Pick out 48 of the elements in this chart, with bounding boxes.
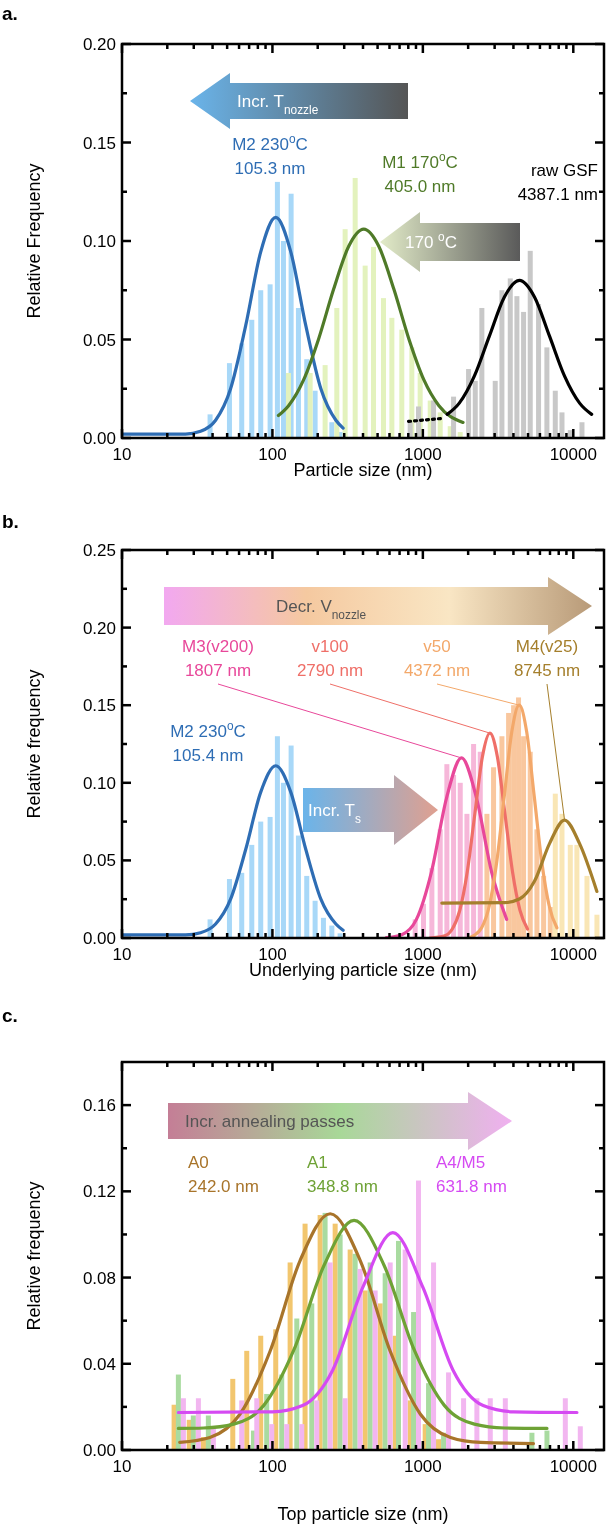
- text: v100 2790 nm: [296, 637, 364, 680]
- y-tick-label: 0.15: [82, 696, 116, 716]
- chart-title: a.: [2, 3, 18, 24]
- y-tick-label: 0.20: [82, 35, 116, 54]
- text: A0 242.0 nm: [188, 1153, 259, 1196]
- x-tick-label: 100: [258, 445, 287, 464]
- series-label: A1 348.8 nm: [307, 1153, 378, 1196]
- y-axis-title: Relative Frequency: [24, 163, 44, 319]
- x-tick-label: 10000: [549, 945, 597, 964]
- y-tick-label: 0.05: [82, 330, 116, 350]
- y-tick-label: 0.00: [82, 1441, 116, 1460]
- x-tick-label: 10000: [549, 445, 597, 464]
- text: v50 4372 nm: [403, 637, 471, 680]
- x-axis-title: Top particle size (nm): [277, 1504, 449, 1524]
- y-tick-label: 0.25: [82, 541, 116, 560]
- series-label: M2 230$^{o}$C 105.4 nm: [170, 719, 246, 765]
- chart-title: b.: [2, 511, 19, 532]
- y-axis-title: Relative frequency: [24, 1181, 44, 1331]
- chart-title: c.: [2, 1005, 18, 1026]
- y-tick-label: 0.10: [82, 773, 116, 793]
- annotation: 170 $^{o}$C: [405, 230, 457, 252]
- y-tick-label: 0.00: [82, 929, 116, 948]
- y-tick-label: 0.10: [82, 232, 116, 251]
- x-tick-label: 100: [258, 1457, 287, 1476]
- annotation: Incr. annealing passes: [185, 1112, 355, 1131]
- text: A4/M5 631.8 nm: [436, 1153, 507, 1196]
- text: M2 230$^{o}$C 105.3 nm: [232, 132, 308, 178]
- annotation: Decr. V$_{nozzle}$: [276, 597, 367, 622]
- y-tick-label: 0.20: [82, 618, 116, 638]
- y-axis-title: Relative frequency: [24, 669, 44, 819]
- y-tick-label: 0.12: [82, 1182, 116, 1202]
- y-tick-label: 0.08: [82, 1268, 116, 1288]
- text: M1 170$^{o}$C 405.0 nm: [382, 150, 458, 196]
- y-tick-label: 0.04: [82, 1354, 116, 1374]
- text: M3(v200) 1807 nm: [182, 637, 254, 680]
- y-tick-label: 0.00: [82, 429, 116, 448]
- annotation: Incr. T$_{s}$: [308, 801, 361, 826]
- y-tick-label: 0.16: [82, 1096, 116, 1116]
- y-tick-label: 0.05: [82, 851, 116, 871]
- x-tick-label: 1000: [403, 1457, 442, 1476]
- legend-label: raw GSF 4387.1 nm: [517, 161, 598, 204]
- x-tick-label: 10: [112, 445, 132, 464]
- x-tick-label: 10: [112, 1457, 132, 1476]
- x-tick-label: 10: [112, 945, 132, 964]
- text: M4(v25) 8745 nm: [513, 637, 581, 680]
- y-tick-label: 0.15: [82, 133, 116, 153]
- annotation: Incr. T$_{nozzle}$: [237, 92, 319, 117]
- x-tick-label: 10000: [549, 1457, 597, 1476]
